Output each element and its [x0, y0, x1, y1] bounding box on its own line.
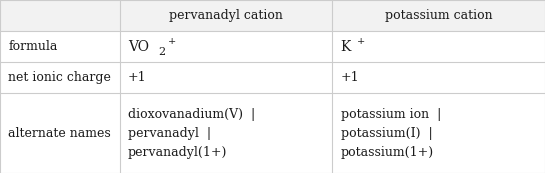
Text: alternate names: alternate names: [8, 127, 111, 140]
Bar: [332, 0, 545, 31]
Text: 2: 2: [159, 47, 166, 57]
Bar: [120, 31, 332, 62]
Bar: [0, 31, 120, 62]
Text: dioxovanadium(V)  |
pervanadyl  |
pervanadyl(1+): dioxovanadium(V) | pervanadyl | pervanad…: [128, 108, 255, 159]
Text: K: K: [341, 40, 351, 54]
Text: pervanadyl cation: pervanadyl cation: [169, 9, 283, 22]
Text: potassium cation: potassium cation: [385, 9, 493, 22]
Text: net ionic charge: net ionic charge: [8, 71, 111, 84]
Text: +: +: [168, 37, 176, 46]
Bar: [332, 93, 545, 173]
Text: +: +: [357, 37, 365, 46]
Bar: [120, 62, 332, 93]
Bar: [0, 62, 120, 93]
Bar: [332, 62, 545, 93]
Bar: [120, 93, 332, 173]
Text: +1: +1: [341, 71, 359, 84]
Bar: [0, 0, 120, 31]
Text: potassium ion  |
potassium(I)  |
potassium(1+): potassium ion | potassium(I) | potassium…: [341, 108, 441, 159]
Bar: [120, 0, 332, 31]
Text: VO: VO: [128, 40, 149, 54]
Bar: [332, 31, 545, 62]
Text: +1: +1: [128, 71, 147, 84]
Bar: [0, 93, 120, 173]
Text: formula: formula: [8, 40, 58, 53]
